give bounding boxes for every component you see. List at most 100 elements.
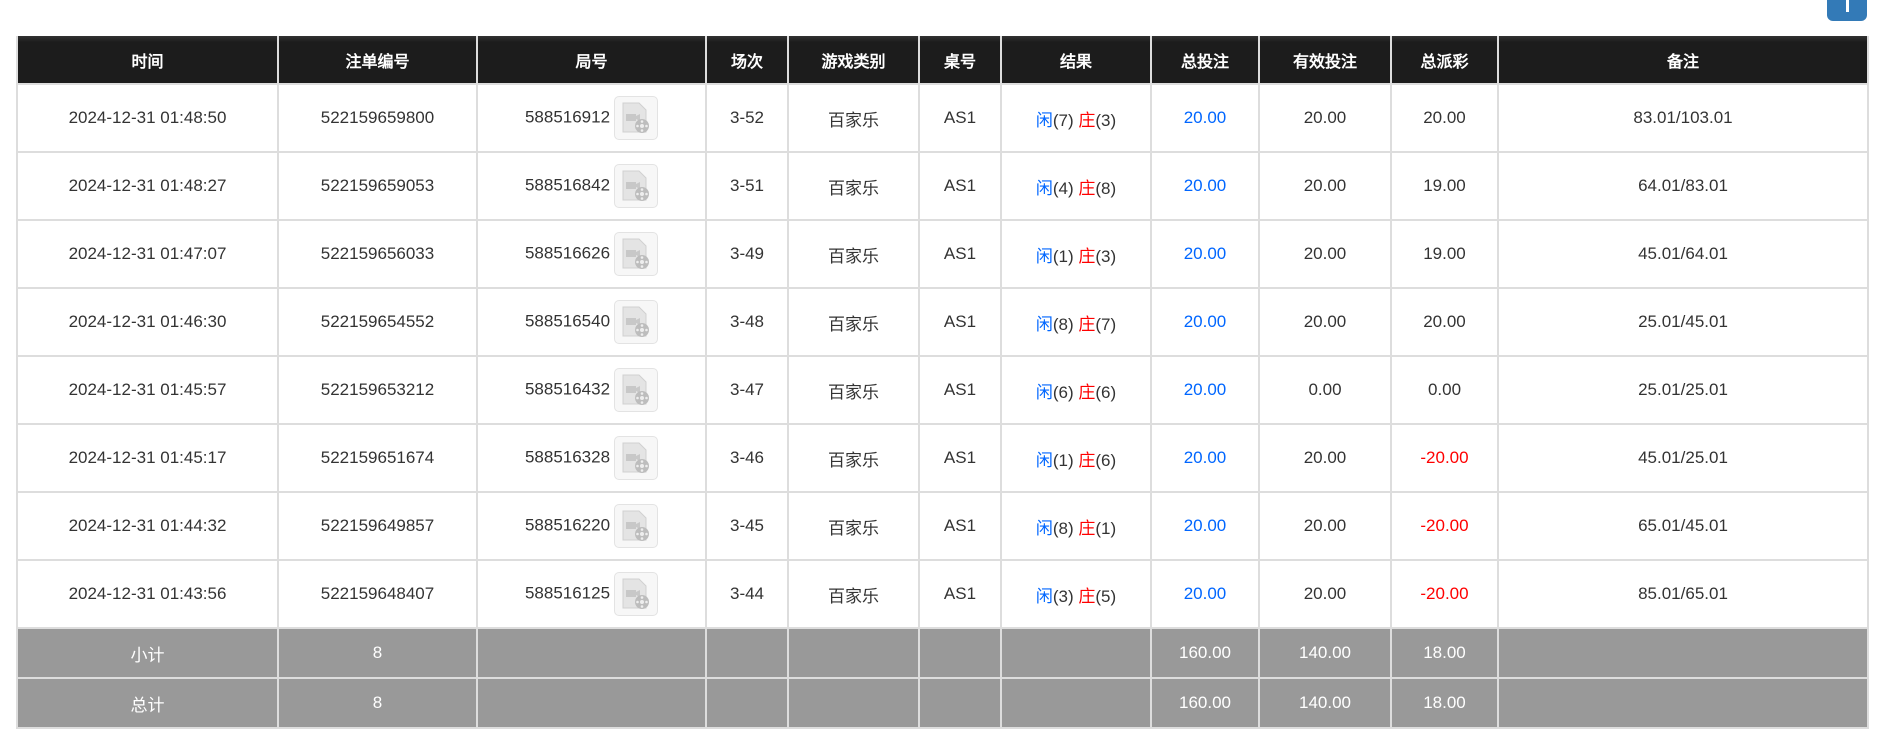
session-cell: 3-51 <box>705 151 789 221</box>
round-number: 588516432 <box>524 379 611 399</box>
time-cell: 2024-12-31 01:45:17 <box>16 423 279 493</box>
bet-id-cell: 522159649857 <box>277 491 478 561</box>
game-cell: 百家乐 <box>787 287 920 357</box>
total-valid-bet: 140.00 <box>1258 677 1392 729</box>
payout-cell: 20.00 <box>1390 83 1499 153</box>
video-file-icon[interactable] <box>614 572 659 616</box>
column-header: 总派彩 <box>1390 36 1499 85</box>
video-file-icon[interactable] <box>614 436 659 480</box>
player-label: 闲 <box>1035 382 1053 402</box>
valid-bet-cell: 20.00 <box>1258 287 1392 357</box>
note-cell: 25.01/25.01 <box>1497 355 1869 425</box>
subtotal-row: 小计 8 160.00 140.00 18.00 <box>16 627 1869 679</box>
player-label: 闲 <box>1035 178 1053 198</box>
empty-cell <box>787 627 920 679</box>
column-header: 游戏类别 <box>787 36 920 85</box>
note-cell: 64.01/83.01 <box>1497 151 1869 221</box>
valid-bet-cell: 20.00 <box>1258 219 1392 289</box>
empty-cell <box>1497 677 1869 729</box>
video-file-icon[interactable] <box>614 164 659 208</box>
round-cell: 588516432 <box>476 355 707 425</box>
empty-cell <box>1497 627 1869 679</box>
result-cell: 闲(8) 庄(1) <box>1000 491 1152 561</box>
round-number: 588516626 <box>524 243 611 263</box>
payout-cell: -20.00 <box>1390 423 1499 493</box>
time-cell: 2024-12-31 01:45:57 <box>16 355 279 425</box>
round-cell: 588516125 <box>476 559 707 629</box>
bet-id-cell: 522159648407 <box>277 559 478 629</box>
note-cell: 25.01/45.01 <box>1497 287 1869 357</box>
payout-cell: -20.00 <box>1390 491 1499 561</box>
note-cell: 85.01/65.01 <box>1497 559 1869 629</box>
game-cell: 百家乐 <box>787 151 920 221</box>
round-number: 588516125 <box>524 583 611 603</box>
time-cell: 2024-12-31 01:48:27 <box>16 151 279 221</box>
valid-bet-cell: 20.00 <box>1258 559 1392 629</box>
player-points: (3) <box>1052 586 1074 606</box>
column-header: 时间 <box>16 36 279 85</box>
player-points: (8) <box>1052 314 1074 334</box>
empty-cell <box>705 677 789 729</box>
total-row: 总计 8 160.00 140.00 18.00 <box>16 677 1869 729</box>
player-points: (8) <box>1052 518 1074 538</box>
round-cell: 588516912 <box>476 83 707 153</box>
video-file-icon[interactable] <box>614 504 659 548</box>
session-cell: 3-48 <box>705 287 789 357</box>
game-cell: 百家乐 <box>787 491 920 561</box>
empty-cell <box>1000 677 1152 729</box>
total-bet-cell: 20.00 <box>1150 219 1260 289</box>
button-icon <box>1845 0 1849 12</box>
total-count: 8 <box>277 677 478 729</box>
bet-id-cell: 522159651674 <box>277 423 478 493</box>
note-cell: 83.01/103.01 <box>1497 83 1869 153</box>
player-points: (1) <box>1052 450 1074 470</box>
banker-label: 庄 <box>1078 382 1096 402</box>
video-file-icon[interactable] <box>614 232 659 276</box>
round-cell: 588516626 <box>476 219 707 289</box>
table-cell: AS1 <box>918 151 1002 221</box>
payout-cell: 0.00 <box>1390 355 1499 425</box>
banker-points: (8) <box>1095 178 1117 198</box>
time-cell: 2024-12-31 01:43:56 <box>16 559 279 629</box>
empty-cell <box>918 677 1002 729</box>
banker-points: (6) <box>1095 382 1117 402</box>
session-cell: 3-45 <box>705 491 789 561</box>
valid-bet-cell: 20.00 <box>1258 83 1392 153</box>
subtotal-valid-bet: 140.00 <box>1258 627 1392 679</box>
top-button[interactable] <box>1827 0 1867 21</box>
table-row: 2024-12-31 01:45:17 522159651674 588516328… <box>16 423 1869 493</box>
payout-cell: -20.00 <box>1390 559 1499 629</box>
session-cell: 3-52 <box>705 83 789 153</box>
column-header: 备注 <box>1497 36 1869 85</box>
bet-id-cell: 522159656033 <box>277 219 478 289</box>
result-cell: 闲(1) 庄(3) <box>1000 219 1152 289</box>
video-file-icon[interactable] <box>614 368 659 412</box>
time-cell: 2024-12-31 01:47:07 <box>16 219 279 289</box>
player-label: 闲 <box>1035 110 1053 130</box>
round-number: 588516328 <box>524 447 611 467</box>
note-cell: 45.01/64.01 <box>1497 219 1869 289</box>
banker-label: 庄 <box>1078 246 1096 266</box>
subtotal-count: 8 <box>277 627 478 679</box>
column-header: 局号 <box>476 36 707 85</box>
table-cell: AS1 <box>918 355 1002 425</box>
total-bet-cell: 20.00 <box>1150 151 1260 221</box>
player-points: (7) <box>1052 110 1074 130</box>
time-cell: 2024-12-31 01:46:30 <box>16 287 279 357</box>
valid-bet-cell: 20.00 <box>1258 423 1392 493</box>
player-label: 闲 <box>1035 314 1053 334</box>
round-cell: 588516842 <box>476 151 707 221</box>
bet-id-cell: 522159659053 <box>277 151 478 221</box>
table-cell: AS1 <box>918 559 1002 629</box>
table-row: 2024-12-31 01:45:57 522159653212 588516432… <box>16 355 1869 425</box>
total-payout: 18.00 <box>1390 677 1499 729</box>
banker-label: 庄 <box>1078 110 1096 130</box>
video-file-icon[interactable] <box>614 300 659 344</box>
table-cell: AS1 <box>918 219 1002 289</box>
video-file-icon[interactable] <box>614 96 659 140</box>
total-bet-cell: 20.00 <box>1150 423 1260 493</box>
table-cell: AS1 <box>918 423 1002 493</box>
empty-cell <box>918 627 1002 679</box>
player-points: (1) <box>1052 246 1074 266</box>
game-cell: 百家乐 <box>787 559 920 629</box>
